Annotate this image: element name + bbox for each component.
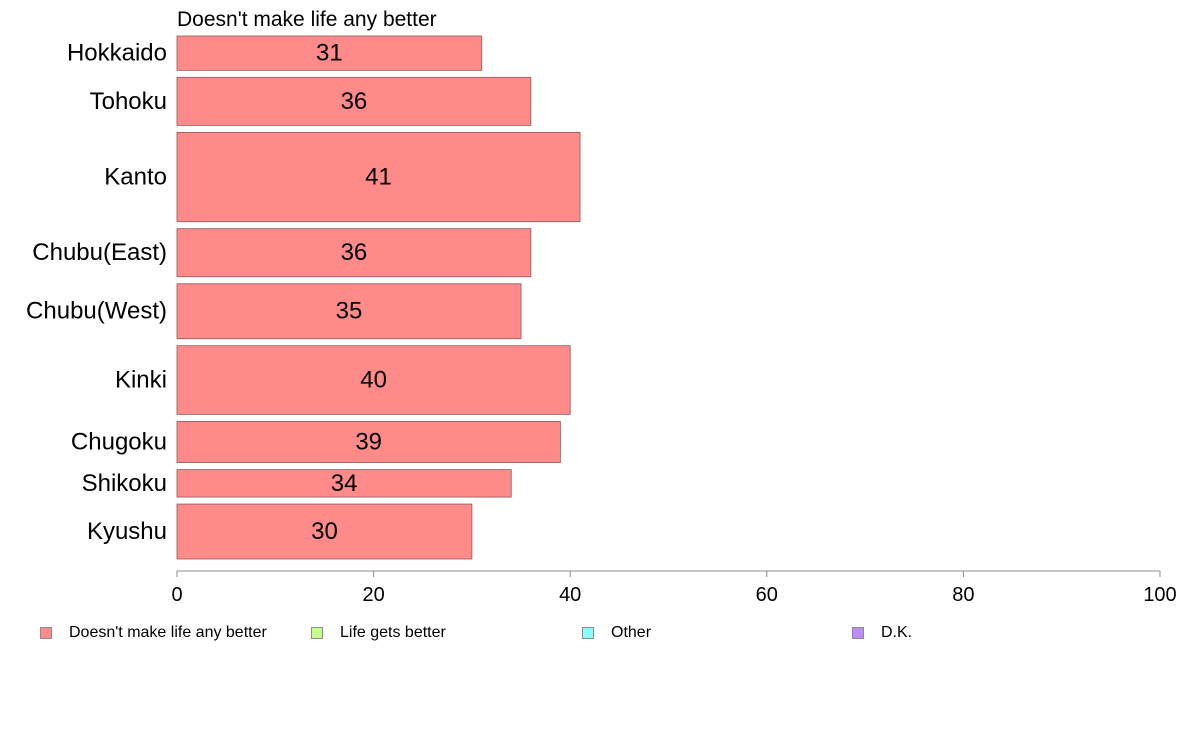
- legend-item-dk: D.K.: [852, 624, 912, 642]
- legend-label: Other: [611, 624, 652, 641]
- legend-swatch-icon: [40, 627, 52, 639]
- data-label-kyushu: 30: [311, 518, 338, 545]
- bar-tohoku: [176, 76, 532, 126]
- category-label-chugoku: Chugoku: [71, 428, 167, 455]
- data-label-chubu-west: 35: [336, 298, 363, 325]
- bar-shikoku: [176, 469, 512, 498]
- x-axis: 0 20 40 60 80 100: [171, 570, 1177, 606]
- category-label-hokkaido: Hokkaido: [67, 40, 167, 67]
- x-tick-label: 20: [362, 584, 384, 606]
- legend-item-other: Other: [582, 624, 651, 642]
- x-tick-label: 100: [1143, 584, 1176, 606]
- legend: Doesn't make life any better Life gets b…: [0, 624, 1188, 644]
- data-label-chubu-east: 36: [341, 239, 368, 266]
- legend-swatch-icon: [582, 627, 594, 639]
- data-label-kanto: 41: [365, 164, 392, 191]
- legend-label: D.K.: [881, 624, 913, 641]
- data-label-hokkaido: 31: [316, 40, 343, 67]
- x-tick-label: 80: [952, 584, 974, 606]
- data-label-kinki: 40: [360, 367, 387, 394]
- category-label-tohoku: Tohoku: [90, 88, 167, 115]
- data-label-shikoku: 34: [331, 470, 358, 497]
- x-tick-label: 0: [171, 584, 182, 606]
- bar-chubu-west: [176, 283, 522, 340]
- category-label-chubu-east: Chubu(East): [32, 239, 167, 266]
- x-tick-label: 40: [559, 584, 581, 606]
- bars-group: 31 Hokkaido 36 Tohoku 41 Kanto 36 Chubu(East) 35…: [26, 35, 581, 560]
- legend-label: Doesn't make life any better: [69, 624, 267, 641]
- legend-swatch-icon: [852, 627, 864, 639]
- legend-swatch-icon: [311, 627, 323, 639]
- chart-title: Doesn't make life any better: [177, 8, 437, 31]
- bar-hokkaido: [176, 35, 483, 71]
- category-label-kyushu: Kyushu: [87, 518, 167, 545]
- data-label-chugoku: 39: [355, 428, 382, 455]
- category-label-chubu-west: Chubu(West): [26, 298, 167, 325]
- bar-chubu-east: [176, 228, 532, 278]
- bar-kanto: [176, 132, 581, 223]
- category-label-shikoku: Shikoku: [82, 470, 167, 497]
- data-label-tohoku: 36: [341, 88, 368, 115]
- bar-chart: Doesn't make life any better 31Hokkaido3…: [26, 8, 1177, 606]
- bar-kyushu: [176, 503, 473, 560]
- category-label-kanto: Kanto: [104, 164, 167, 191]
- bar-chugoku: [176, 420, 561, 463]
- legend-item-life-gets-better: Life gets better: [311, 624, 446, 642]
- legend-item-doesnt-make-life-better: Doesn't make life any better: [40, 624, 267, 642]
- bar-kinki: [176, 345, 571, 415]
- category-label-kinki: Kinki: [115, 367, 167, 394]
- legend-label: Life gets better: [340, 624, 446, 641]
- x-tick-label: 60: [756, 584, 778, 606]
